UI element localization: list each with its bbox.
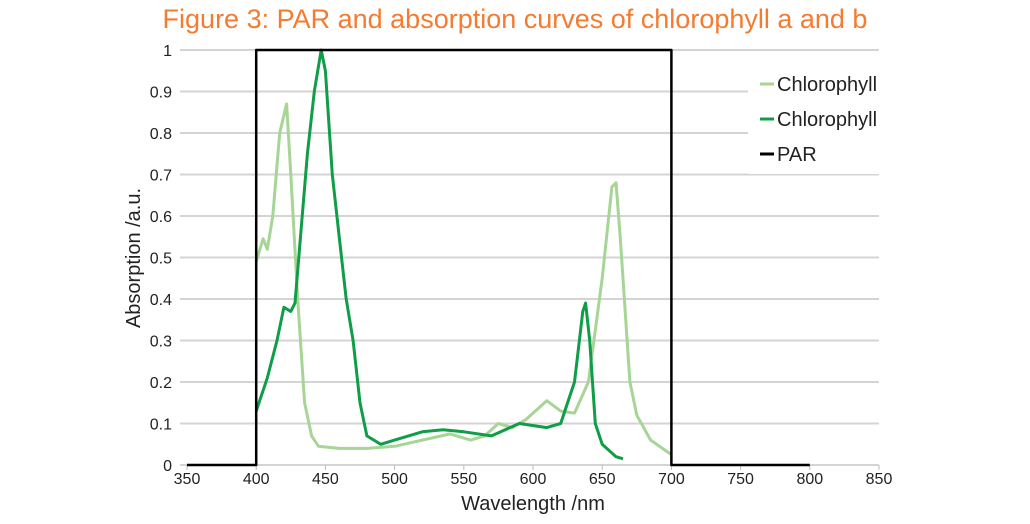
legend-label: PAR [777,144,817,166]
series-line-2 [187,48,810,467]
x-tick-label: 400 [243,471,270,488]
y-tick-label: 0.3 [150,334,172,351]
series-line-1 [254,48,624,461]
legend-box [748,68,888,174]
chart-title: Figure 3: PAR and absorption curves of c… [162,4,868,34]
y-tick-label: 0.1 [150,417,172,434]
y-tick-label: 0.7 [150,168,172,185]
legend-label: Chlorophyll [777,109,877,131]
y-tick-label: 0.6 [150,209,172,226]
y-tick-label: 1 [163,43,172,60]
x-tick-label: 600 [520,471,547,488]
x-tick-label: 700 [658,471,685,488]
x-tick-label: 800 [796,471,823,488]
x-tick-label: 750 [727,471,754,488]
x-tick-label: 350 [174,471,201,488]
y-tick-label: 0.5 [150,251,172,268]
x-tick-label: 550 [450,471,477,488]
series-line-0 [254,102,673,456]
legend-label: Chlorophyll [777,74,877,96]
x-tick-label: 650 [589,471,616,488]
y-tick-label: 0.4 [150,292,172,309]
y-axis-label: Absorption /a.u. [123,188,145,328]
y-tick-label: 0 [163,458,172,475]
y-tick-label: 0.8 [150,126,172,143]
y-tick-label: 0.9 [150,85,172,102]
y-tick-label: 0.2 [150,375,172,392]
x-tick-label: 450 [312,471,339,488]
x-tick-label: 850 [866,471,893,488]
x-tick-label: 500 [381,471,408,488]
x-axis-label: Wavelength /nm [461,493,605,515]
